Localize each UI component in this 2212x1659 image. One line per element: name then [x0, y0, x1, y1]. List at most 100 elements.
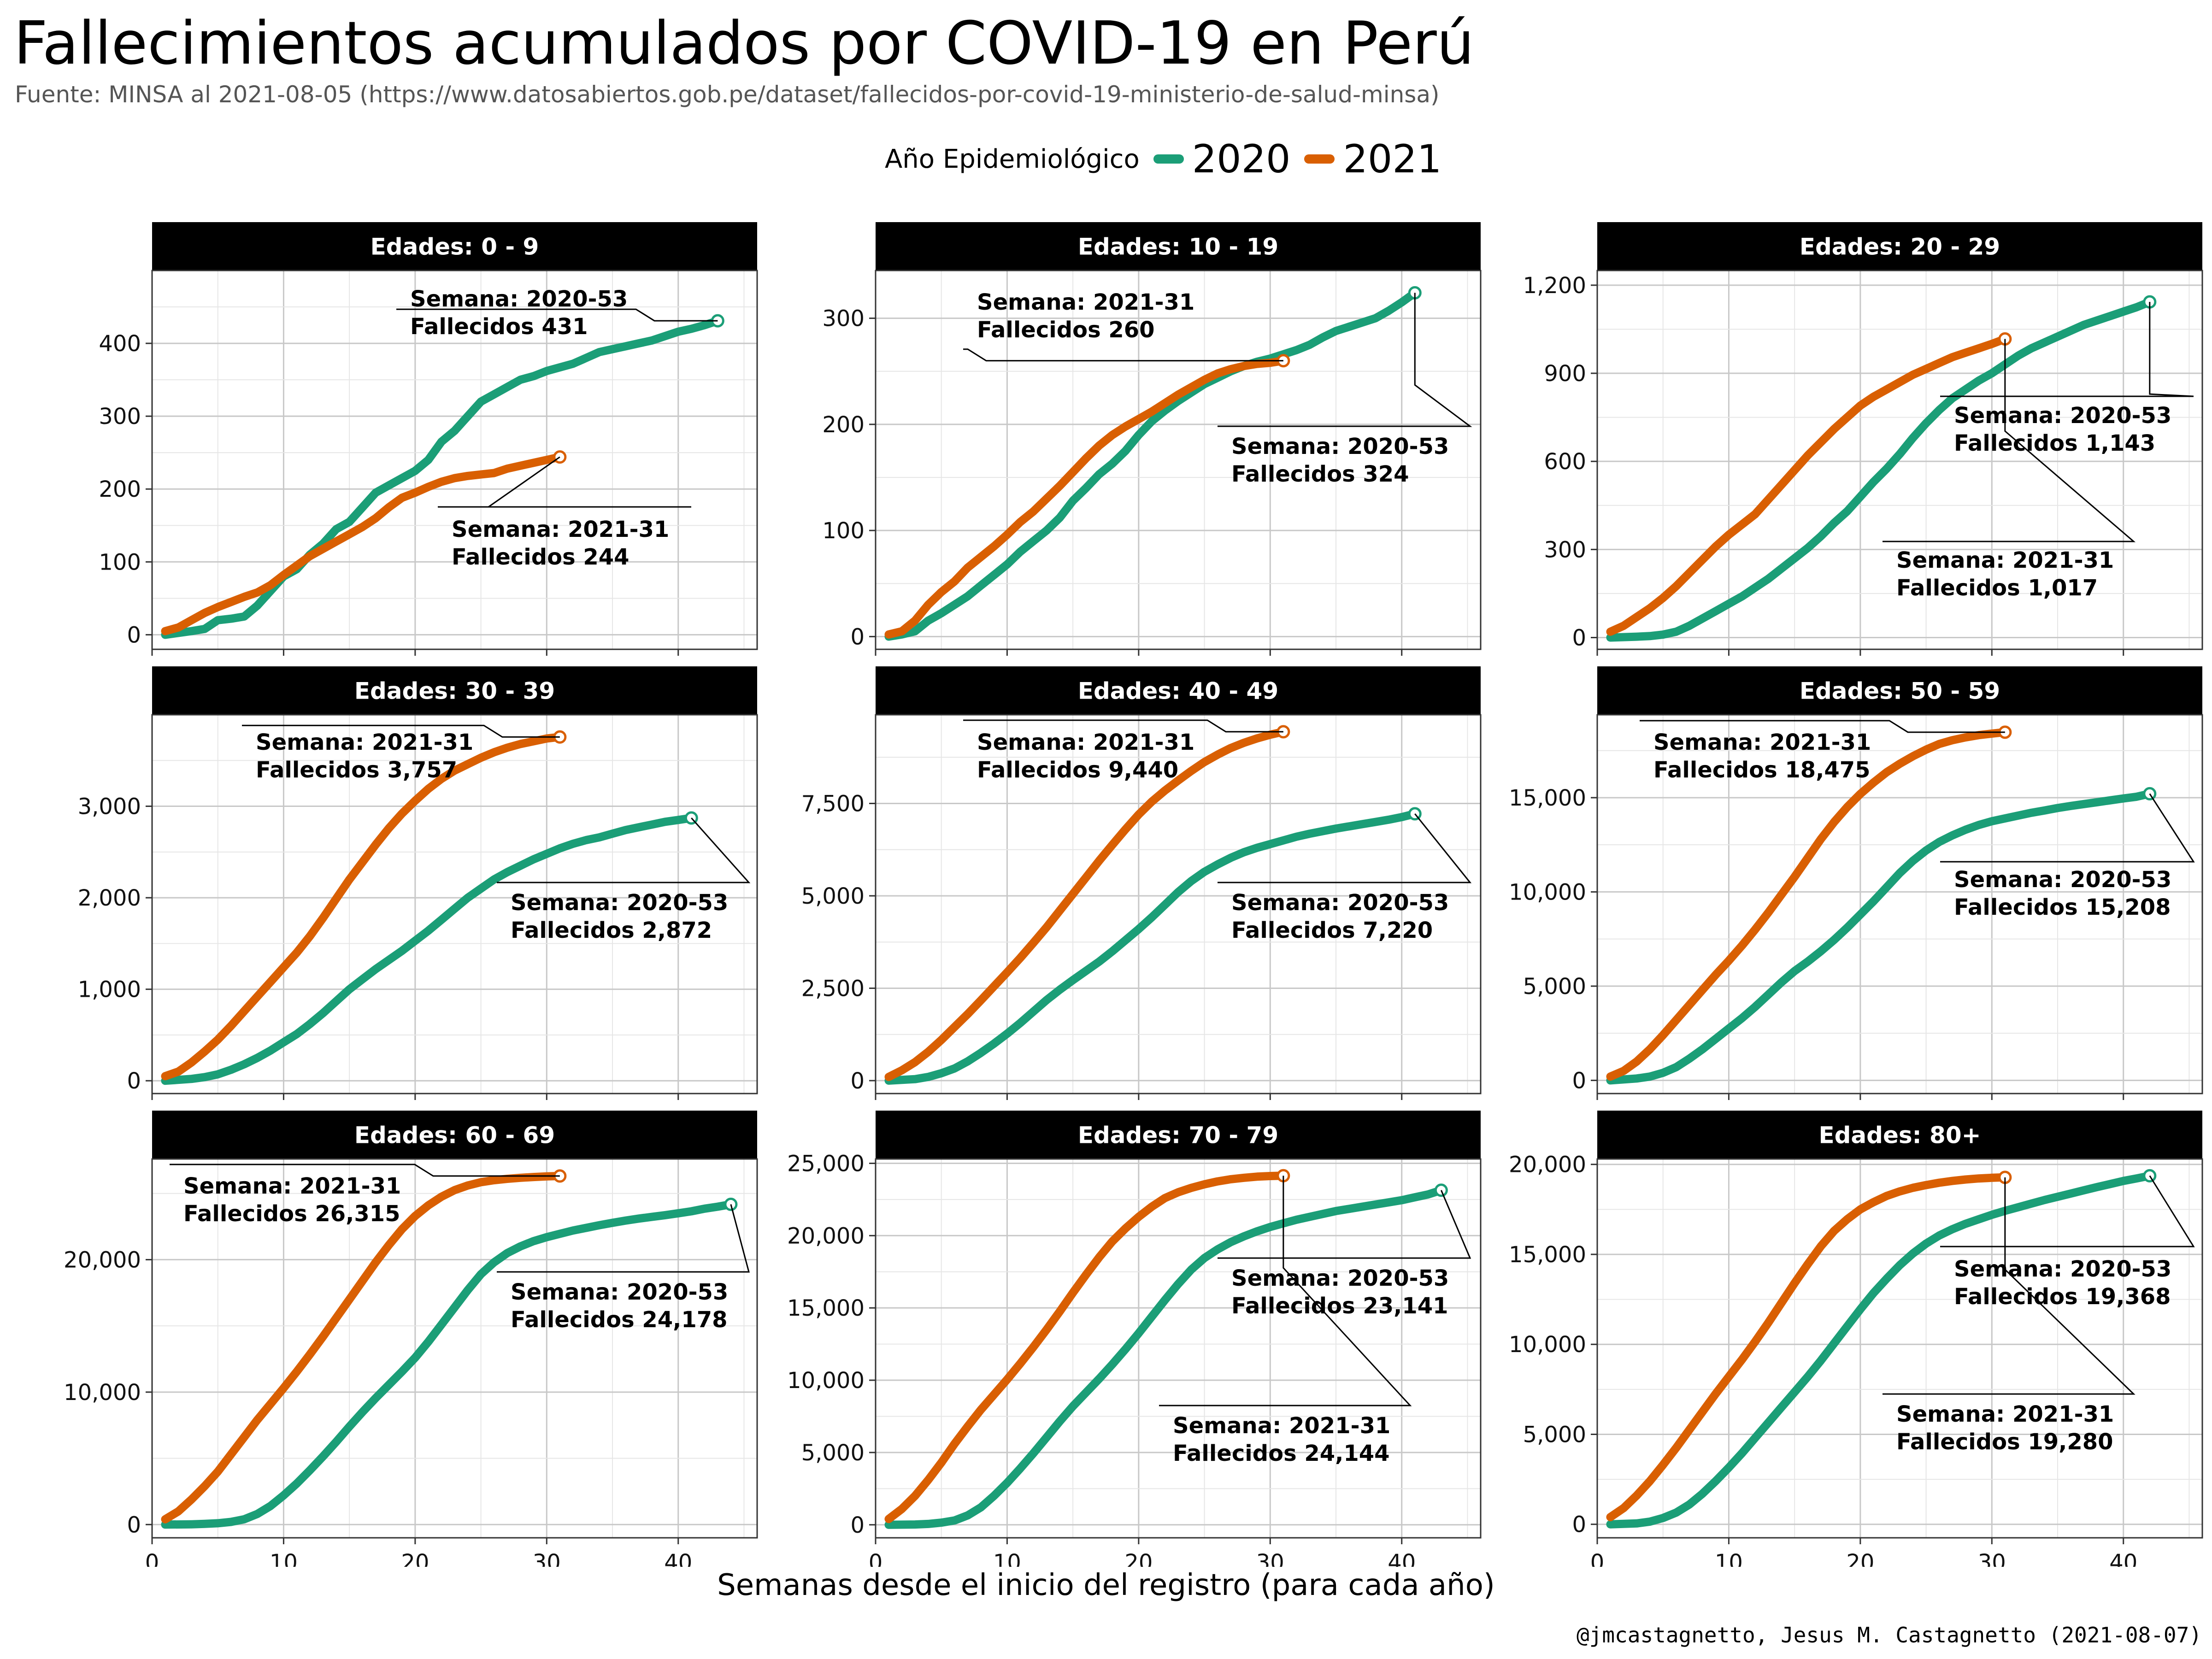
annotation-value: Fallecidos 19,280 — [1896, 1429, 2113, 1455]
panel-strip — [152, 666, 757, 715]
series-line-2021 — [1606, 335, 2009, 636]
x-tick-label: 0 — [145, 1550, 159, 1567]
y-tick-label: 400 — [99, 331, 141, 357]
plot-area — [152, 271, 757, 649]
panel-strip-title: Edades: 30 - 39 — [354, 678, 555, 705]
series-line-2021 — [1606, 1173, 2009, 1522]
annotation-leader — [1883, 339, 2136, 542]
panel-border — [151, 270, 758, 650]
y-tick-label: 20,000 — [64, 1247, 141, 1273]
panel-9: Edades: 80+ 0 5,000 10,000 15,000 20,000 0 10 20… — [1509, 1111, 2203, 1567]
x-tick-label: 30 — [1256, 1550, 1284, 1567]
y-tick-label: 0 — [1572, 1512, 1586, 1538]
annotation-leader — [1940, 1175, 2195, 1247]
panel-border — [1596, 270, 2203, 650]
page-subtitle: Fuente: MINSA al 2021-08-05 (https://www… — [15, 81, 1440, 108]
y-tick-label: 10,000 — [1509, 879, 1586, 905]
x-tick-label: 40 — [2109, 1550, 2137, 1567]
annotation-leader — [1940, 302, 2194, 397]
annotation-week: Semana: 2021-31 — [977, 289, 1194, 315]
annotation-week: Semana: 2020-53 — [1954, 867, 2171, 893]
annotation-leader — [170, 1164, 560, 1177]
series-line-2020 — [884, 288, 1419, 641]
annotation-week: Semana: 2020-53 — [1954, 403, 2171, 429]
annotation-value: Fallecidos 15,208 — [1954, 894, 2171, 920]
annotation-week: Semana: 2021-31 — [1896, 1401, 2114, 1427]
y-tick-label: 1,000 — [78, 977, 141, 1003]
annotation-value: Fallecidos 244 — [452, 544, 629, 570]
panel-strip-title: Edades: 0 - 9 — [371, 234, 539, 260]
x-tick-label: 20 — [1124, 1550, 1153, 1567]
y-tick-label: 100 — [822, 518, 865, 544]
x-tick-label: 40 — [664, 1550, 692, 1567]
annotation-leader — [497, 817, 751, 883]
annotation-leader — [396, 308, 718, 322]
y-tick-label: 300 — [1544, 537, 1586, 563]
panel-2: Edades: 10 - 19 0 100 200 300 Semana: 2021-31… — [822, 222, 1482, 656]
annotation-leader — [497, 1204, 750, 1273]
annotation-value: Fallecidos 24,178 — [511, 1307, 728, 1333]
annotation-leader — [1218, 813, 1472, 883]
y-tick-label: 600 — [1544, 449, 1586, 475]
page-title: Fallecimientos acumulados por COVID-19 e… — [14, 9, 1474, 78]
panel-strip-title: Edades: 50 - 59 — [1800, 678, 2000, 705]
y-tick-label: 25,000 — [787, 1151, 865, 1177]
gridlines — [875, 715, 1481, 1094]
y-tick-label: 0 — [850, 1068, 865, 1094]
annotation-value: Fallecidos 26,315 — [183, 1201, 400, 1227]
annotation-week: Semana: 2021-31 — [452, 517, 669, 542]
annotation-value: Fallecidos 23,141 — [1231, 1293, 1448, 1319]
series-line-2020 — [884, 1186, 1446, 1529]
panel-strip — [876, 666, 1481, 715]
x-tick-label: 40 — [1388, 1550, 1416, 1567]
legend-item-2020: 2020 — [1153, 136, 1290, 182]
y-tick-label: 2,500 — [801, 976, 865, 1001]
annotation-leader — [1159, 1176, 1412, 1406]
series-line-2021 — [161, 453, 564, 635]
series-line-2020 — [1606, 298, 2154, 642]
y-tick-label: 0 — [127, 1512, 141, 1538]
annotation-leader — [963, 348, 1283, 362]
panel-strip — [876, 222, 1481, 271]
annotation-leader — [438, 456, 691, 508]
x-tick-label: 10 — [993, 1550, 1021, 1567]
legend-key-2021 — [1304, 154, 1335, 164]
legend-key-2020 — [1153, 154, 1184, 164]
panel-strip-title: Edades: 20 - 29 — [1800, 234, 2000, 260]
legend: Año Epidemiológico 2020 2021 — [885, 134, 1455, 184]
annotation-week: Semana: 2021-31 — [1653, 729, 1871, 755]
annotation-week: Semana: 2021-31 — [977, 729, 1194, 755]
y-tick-label: 0 — [850, 624, 865, 650]
y-tick-label: 0 — [1572, 625, 1586, 651]
panel-6: Edades: 50 - 59 0 5,000 10,000 15,000 Semana:… — [1509, 666, 2203, 1100]
annotation-week: Semana: 2020-53 — [1231, 434, 1449, 459]
y-tick-label: 3,000 — [78, 794, 141, 820]
y-tick-label: 5,000 — [1523, 974, 1586, 1000]
series-line-2021 — [884, 356, 1288, 639]
panel-7: Edades: 60 - 69 0 10,000 20,000 0 10 20 30 40 Sem… — [64, 1111, 758, 1567]
annotation-leader — [1640, 720, 2005, 733]
panel-8: Edades: 70 - 79 0 5,000 10,000 15,000 20,000 2… — [787, 1111, 1482, 1567]
y-tick-label: 5,000 — [801, 883, 865, 909]
legend-label-2021: 2021 — [1343, 136, 1442, 182]
annotation-week: Semana: 2021-31 — [256, 729, 473, 755]
annotation-value: Fallecidos 9,440 — [977, 757, 1178, 783]
x-tick-label: 30 — [533, 1550, 561, 1567]
panel-strip-title: Edades: 10 - 19 — [1078, 234, 1278, 260]
panel-strip — [1597, 1111, 2202, 1159]
annotation-value: Fallecidos 3,757 — [256, 757, 457, 783]
annotation-value: Fallecidos 324 — [1231, 461, 1409, 487]
annotation-value: Fallecidos 7,220 — [1231, 918, 1433, 943]
panel-strip — [152, 222, 757, 271]
annotation-leader — [1883, 1177, 2136, 1395]
annotation-value: Fallecidos 24,144 — [1173, 1441, 1390, 1466]
